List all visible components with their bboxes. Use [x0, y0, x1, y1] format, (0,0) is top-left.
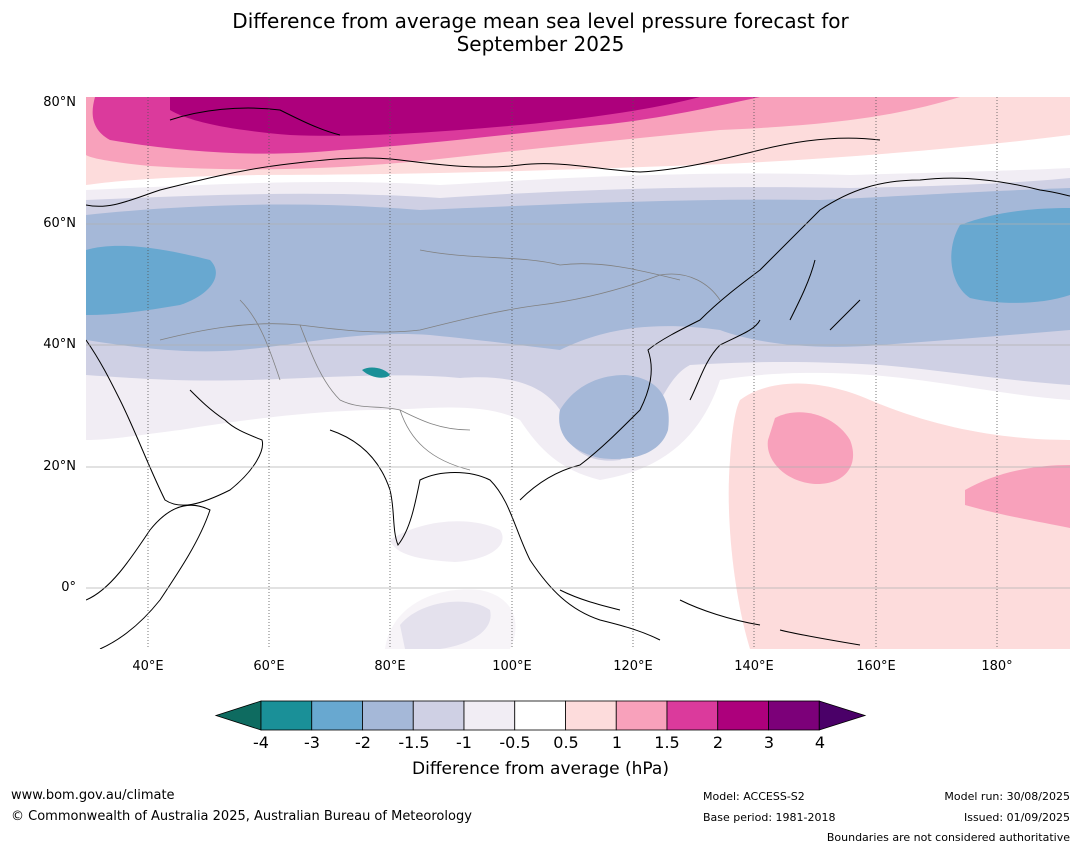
lat-label-0: 0°	[61, 580, 76, 595]
colorbar-tick: 4	[814, 733, 826, 752]
footer-issued: Issued: 01/09/2025	[963, 811, 1070, 824]
lon-label-60e: 60°E	[253, 659, 285, 674]
lat-label-60n: 60°N	[43, 216, 76, 231]
colorbar-tick: 2	[712, 733, 724, 752]
colorbar-tick: 3	[763, 733, 775, 752]
lat-label-20n: 20°N	[43, 459, 76, 474]
lon-label-180: 180°	[981, 659, 1013, 674]
colorbar-tick: 1.5	[654, 733, 680, 752]
footer-copyright: © Commonwealth of Australia 2025, Austra…	[11, 809, 472, 824]
anomaly-neg-4-himalaya	[362, 367, 390, 378]
colorbar-tick: -0.5	[499, 733, 531, 752]
colorbar-segment	[768, 700, 820, 731]
anomaly-1-1.5-west-pacific	[767, 412, 854, 485]
colorbar-segment	[362, 700, 414, 731]
lon-label-40e: 40°E	[132, 659, 164, 674]
country-borders	[159, 249, 721, 471]
footer-base-period: Base period: 1981-2018	[703, 811, 836, 824]
colorbar-tick: -2	[355, 733, 371, 752]
anomaly-neg-2-europe	[86, 245, 216, 315]
anomaly-2-3-north	[170, 97, 700, 136]
chart-title-line2: September 2025	[456, 32, 625, 56]
colorbar-extend-high	[818, 700, 867, 731]
colorbar	[214, 700, 867, 731]
anomaly-neg-1-indianocean	[385, 589, 516, 649]
colorbar-tick: 0.5	[553, 733, 579, 752]
colorbar-tick: -3	[304, 733, 320, 752]
footer-url: www.bom.gov.au/climate	[11, 788, 175, 803]
lon-label-160e: 160°E	[856, 659, 896, 674]
lon-label-100e: 100°E	[492, 659, 532, 674]
lat-label-80n: 80°N	[43, 95, 76, 110]
coastlines	[86, 107, 1070, 649]
colorbar-segment	[311, 700, 363, 731]
anomaly-neg-1-bay	[390, 521, 503, 562]
footer-model-run: Model run: 30/08/2025	[944, 790, 1070, 803]
colorbar-segment	[412, 700, 465, 731]
anomaly-neg-1.5-china	[559, 375, 669, 460]
lon-label-120e: 120°E	[613, 659, 653, 674]
colorbar-tick: -1.5	[398, 733, 430, 752]
colorbar-tick: -1	[456, 733, 472, 752]
pressure-anomaly-fields	[86, 97, 1070, 649]
colorbar-segment	[565, 700, 617, 731]
anomaly-neg-2-pacific	[951, 208, 1070, 303]
colorbar-extend-low	[214, 700, 262, 731]
lon-label-80e: 80°E	[374, 659, 406, 674]
colorbar-segment	[717, 700, 769, 731]
colorbar-segment	[615, 700, 668, 731]
colorbar-label: Difference from average (hPa)	[412, 759, 669, 779]
chart-title-line1: Difference from average mean sea level p…	[232, 9, 849, 33]
longitude-gridlines	[147, 97, 998, 649]
latitude-gridlines	[86, 223, 1070, 589]
colorbar-segment	[463, 700, 516, 731]
colorbar-tick: -4	[253, 733, 269, 752]
footer-model: Model: ACCESS-S2	[703, 790, 805, 803]
footer-disclaimer: Boundaries are not considered authoritat…	[826, 831, 1070, 844]
colorbar-segment	[666, 700, 719, 731]
lat-label-40n: 40°N	[43, 337, 76, 352]
anomaly-1-1.5-east-pacific	[965, 465, 1070, 528]
lon-label-140e: 140°E	[734, 659, 774, 674]
colorbar-segment	[514, 700, 566, 731]
colorbar-tick: 1	[611, 733, 623, 752]
anomaly-neg-1.5-band	[86, 188, 1070, 352]
colorbar-segment	[260, 700, 313, 731]
